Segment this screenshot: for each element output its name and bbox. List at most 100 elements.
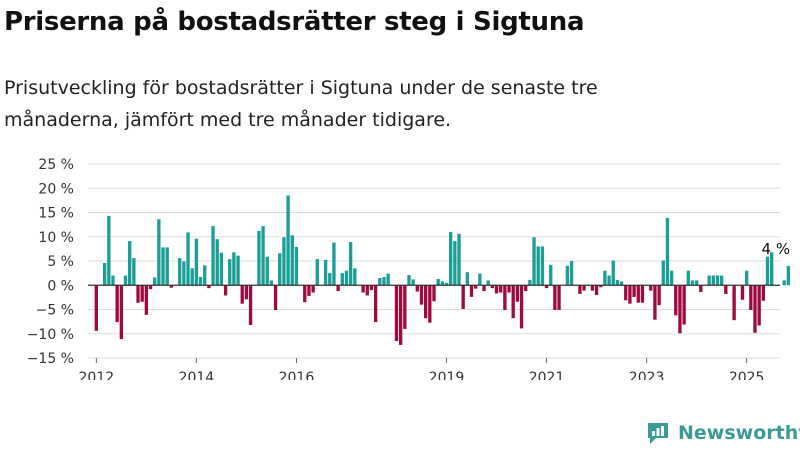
bar [740,285,745,300]
y-tick-label: −15 % [27,351,74,367]
bar [461,285,465,310]
bar [136,285,140,303]
bar [248,285,253,326]
bar [611,260,615,286]
bar [465,272,470,286]
bar [511,285,515,319]
bar [753,285,757,333]
bar [678,285,682,334]
x-axis: 2012 2014 2016 2019 2021 2023 2025 [79,358,764,380]
bar [132,258,136,286]
bar [528,279,532,286]
bar [169,285,174,288]
bar [582,285,586,291]
bar [186,232,190,286]
bar [365,285,369,296]
bar [669,270,674,286]
bar [428,285,432,323]
y-tick-label: −10 % [27,327,74,343]
bar [286,195,290,286]
bar [699,285,703,293]
bar [690,280,695,286]
y-tick-label: 15 % [38,206,74,222]
bar [353,268,357,286]
bar [415,285,419,292]
bar [198,277,203,286]
bar [332,242,336,286]
bar [282,237,286,286]
bar [594,285,599,295]
x-tick-label: 2014 [179,370,215,380]
newsworthy-logo-icon [648,423,668,444]
bar [386,273,390,286]
bar [478,273,482,286]
bar [507,285,511,293]
bar [661,260,665,286]
bar [711,275,715,286]
bar [540,246,545,286]
bar [786,265,790,286]
bar [694,280,699,286]
bar [649,285,653,291]
bar [369,285,374,291]
bar [323,260,328,286]
bar [128,241,132,286]
bar [569,261,574,286]
bar [557,285,561,310]
bar [315,259,319,286]
bar [328,273,332,286]
bar [682,285,686,325]
bar [257,230,261,286]
bar [449,231,453,286]
bar [686,270,690,286]
bar [140,285,144,302]
bar [432,285,436,302]
bar [761,285,765,301]
bar [532,237,536,286]
bar [419,285,424,305]
bar [219,252,224,286]
y-tick-label: 0 % [47,278,74,294]
annotation-label: 4 % [762,240,791,258]
y-tick-label: 5 % [47,254,74,270]
bar [211,226,215,286]
bar [348,242,353,286]
bar [340,273,344,286]
bar [457,233,461,286]
bar [103,262,107,286]
bar [624,285,628,301]
bar [544,285,549,289]
y-tick-label: 20 % [38,181,74,197]
bar [749,285,753,310]
bar [657,285,661,306]
bar [215,239,219,286]
bar [519,285,524,329]
bar [724,285,728,294]
bar [744,270,749,286]
bar [411,279,415,286]
y-axis: 25 % 20 % 15 % 10 % 5 % 0 % −5 % −10 % −15 % [27,157,74,367]
bar [107,215,111,286]
x-tick-label: 2016 [279,370,315,380]
bar [640,285,645,303]
bar [424,285,428,319]
bar [707,275,711,286]
bar [757,285,761,326]
bar [94,285,98,331]
bar [378,277,382,286]
bar [228,259,232,286]
bar [398,285,403,345]
bar [515,285,520,302]
bar [111,275,115,286]
bar [453,241,457,286]
bar [636,285,640,303]
bar [715,275,720,286]
x-tick-label: 2012 [79,370,115,380]
bar [536,246,540,286]
bar [653,285,657,320]
bar-series [94,195,790,345]
bar [265,256,269,286]
bar [674,285,678,316]
bar [311,285,315,293]
bar [123,275,128,286]
